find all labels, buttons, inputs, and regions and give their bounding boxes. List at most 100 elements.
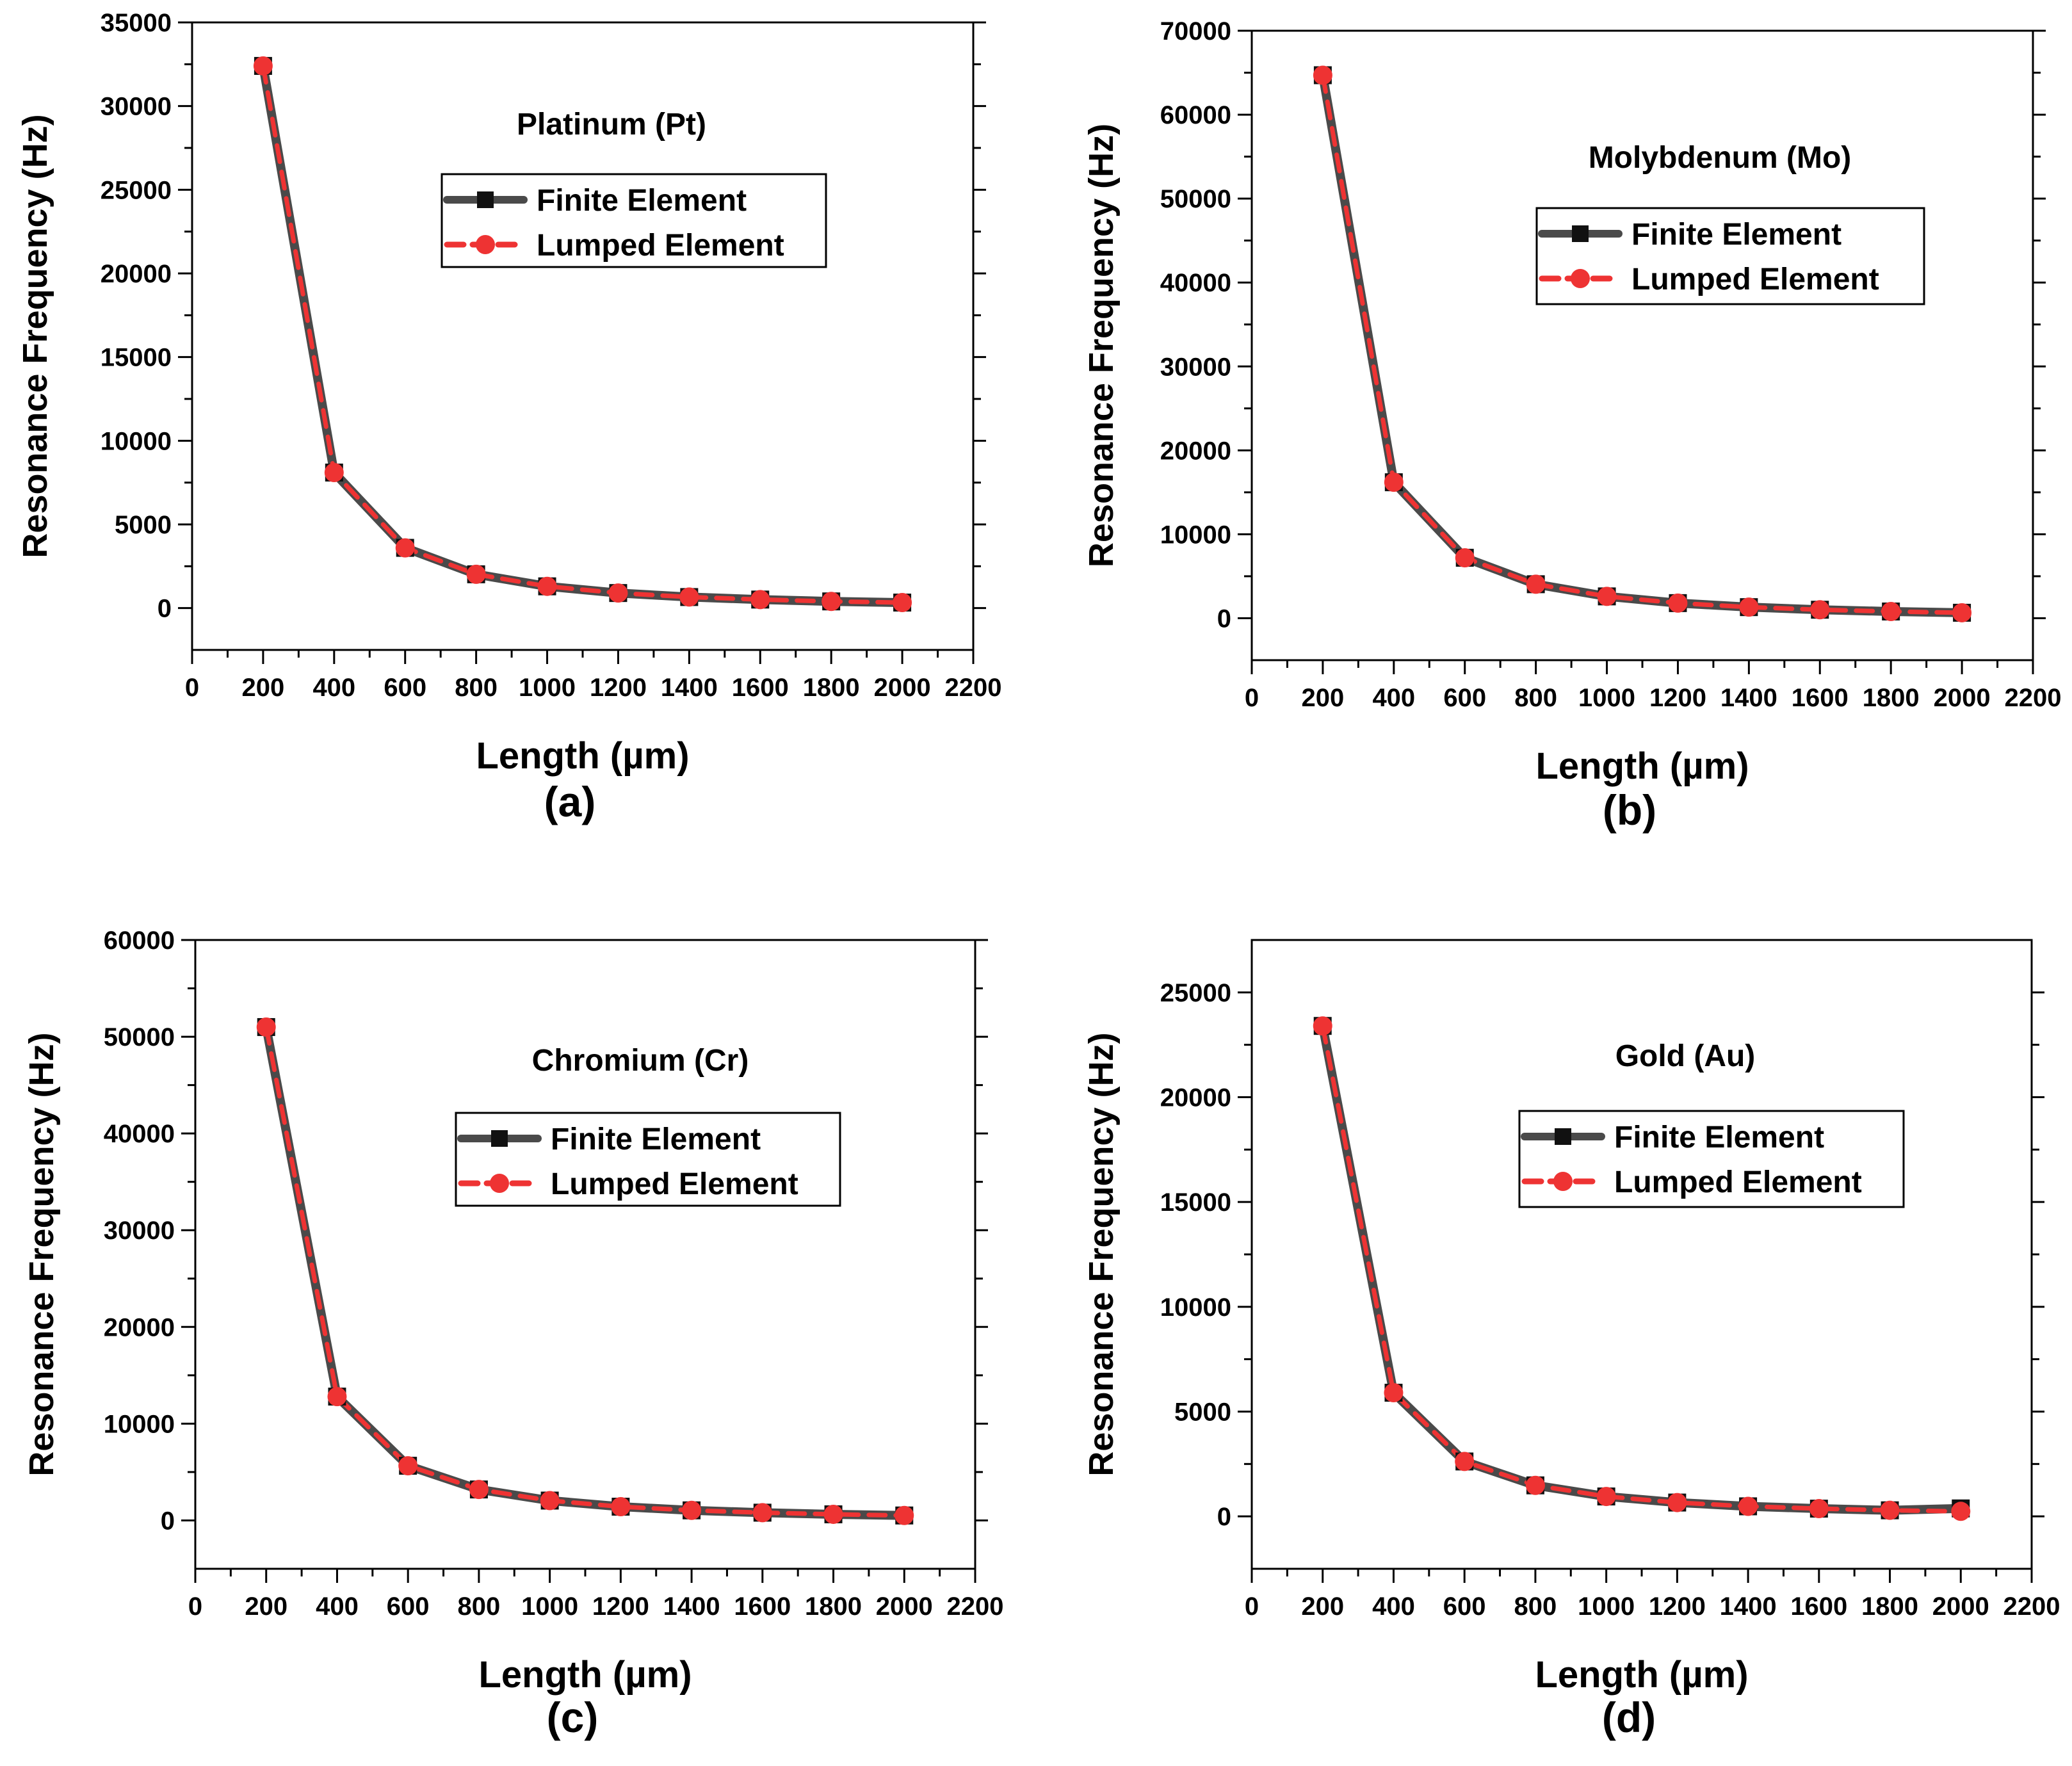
data-point-lumped-element (1384, 1383, 1404, 1403)
y-tick-label: 20000 (1160, 437, 1231, 465)
legend-box (1518, 1110, 1905, 1208)
y-tick-label: 10000 (1160, 1293, 1231, 1322)
legend-box (455, 1112, 841, 1207)
legend-marker-circle (490, 1174, 509, 1193)
data-point-lumped-element (611, 1497, 631, 1517)
x-tick-label: 800 (455, 674, 498, 702)
x-tick-label: 1200 (1649, 1592, 1706, 1621)
legend-marker-square (491, 1130, 508, 1147)
legend-label: Finite Element (1631, 218, 1841, 252)
data-point-lumped-element (537, 576, 557, 596)
y-tick-label: 15000 (101, 344, 172, 372)
x-tick-label: 1600 (1792, 684, 1849, 712)
data-point-lumped-element (1668, 593, 1688, 613)
data-point-lumped-element (1738, 1496, 1758, 1516)
data-point-lumped-element (1951, 1502, 1971, 1521)
data-point-lumped-element (1313, 1016, 1332, 1036)
legend-label: Lumped Element (1631, 263, 1879, 296)
x-tick-label: 200 (1302, 684, 1345, 712)
x-tick-label: 1000 (519, 674, 576, 702)
series-line-lumped-element (264, 1025, 907, 1518)
data-point-lumped-element (1739, 597, 1759, 617)
data-point-lumped-element (1952, 603, 1972, 622)
y-tick-label: 40000 (104, 1120, 175, 1148)
x-tick-label: 1800 (803, 674, 860, 702)
data-point-lumped-element (1880, 1500, 1900, 1520)
legend-label: Lumped Element (537, 229, 784, 263)
y-tick-label: 25000 (1160, 979, 1231, 1007)
data-point-lumped-element (752, 1503, 772, 1523)
legend-marker-square (1555, 1128, 1571, 1145)
y-axis-label: Resonance Frequency (Hz) (16, 114, 54, 558)
y-tick-label: 10000 (104, 1410, 175, 1438)
y-tick-label: 35000 (101, 9, 172, 37)
legend-marker-circle (1553, 1172, 1573, 1191)
y-tick-label: 0 (158, 595, 172, 623)
y-tick-label: 60000 (1160, 101, 1231, 129)
data-point-lumped-element (1455, 548, 1475, 568)
data-point-lumped-element (256, 1017, 276, 1037)
y-tick-label: 30000 (101, 93, 172, 121)
x-tick-label: 1000 (1578, 684, 1635, 712)
x-tick-label: 2000 (1932, 1592, 1989, 1621)
x-tick-label: 1400 (1720, 684, 1777, 712)
x-tick-label: 1400 (661, 674, 718, 702)
x-tick-label: 1800 (1861, 1592, 1918, 1621)
x-tick-label: 800 (458, 1592, 501, 1621)
chart-title: Molybdenum (Mo) (1589, 141, 1852, 175)
chart-title: Platinum (Pt) (517, 108, 706, 142)
data-point-lumped-element (1809, 1499, 1829, 1519)
x-tick-label: 0 (1245, 684, 1259, 712)
data-point-lumped-element (1455, 1452, 1475, 1471)
chart-title: Gold (Au) (1615, 1039, 1756, 1073)
chart-panel-a: 0 200 400 600 800 1000 1200 1400 1600 1800 2000 220… (16, 9, 1001, 825)
y-tick-label: 30000 (1160, 353, 1231, 381)
x-axis-label: Length (µm) (1535, 1654, 1748, 1696)
series-line-finite-element (261, 1022, 909, 1520)
data-point-lumped-element (1596, 1487, 1616, 1507)
y-tick-label: 50000 (1160, 185, 1231, 213)
x-tick-label: 200 (242, 674, 285, 702)
y-tick-label: 10000 (1160, 521, 1231, 549)
data-point-lumped-element (327, 1387, 347, 1407)
data-point-lumped-element (682, 1500, 702, 1520)
y-axis-label: Resonance Frequency (Hz) (1082, 1032, 1121, 1476)
x-tick-label: 1800 (1863, 684, 1920, 712)
data-point-lumped-element (894, 1505, 914, 1525)
chart-panel-c: 0 200 400 600 800 1000 1200 1400 1600 1800 2000 220… (22, 927, 1003, 1741)
data-point-lumped-element (253, 56, 273, 76)
x-tick-label: 2200 (2005, 684, 2062, 712)
data-point-lumped-element (395, 538, 415, 558)
data-point-lumped-element (1384, 473, 1404, 492)
x-tick-label: 600 (1443, 684, 1486, 712)
x-tick-label: 200 (1301, 1592, 1344, 1621)
x-tick-label: 1600 (732, 674, 789, 702)
x-tick-label: 800 (1514, 1592, 1557, 1621)
x-tick-label: 400 (1372, 1592, 1415, 1621)
data-point-lumped-element (1881, 601, 1901, 621)
data-point-lumped-element (469, 1480, 489, 1500)
y-tick-label: 5000 (1174, 1398, 1231, 1427)
x-tick-label: 600 (1443, 1592, 1486, 1621)
panel-label: (a) (544, 778, 596, 825)
data-point-lumped-element (822, 592, 841, 612)
x-tick-label: 400 (316, 1592, 359, 1621)
panel-label: (d) (1602, 1694, 1656, 1741)
x-axis-label: Length (µm) (478, 1654, 692, 1696)
series-line-lumped-element (1320, 1023, 1963, 1514)
data-point-lumped-element (1526, 574, 1546, 594)
y-tick-label: 50000 (104, 1023, 175, 1051)
data-point-lumped-element (608, 583, 628, 603)
y-tick-label: 20000 (101, 260, 172, 288)
y-tick-label: 60000 (104, 927, 175, 955)
data-point-lumped-element (540, 1491, 560, 1511)
series-line-lumped-element (1320, 72, 1964, 615)
x-tick-label: 1600 (1790, 1592, 1847, 1621)
y-tick-label: 30000 (104, 1217, 175, 1245)
x-axis-label: Length (µm) (1535, 745, 1749, 787)
x-tick-label: 200 (245, 1592, 287, 1621)
data-point-lumped-element (893, 593, 912, 613)
data-point-lumped-element (324, 462, 344, 482)
data-point-lumped-element (750, 590, 770, 610)
